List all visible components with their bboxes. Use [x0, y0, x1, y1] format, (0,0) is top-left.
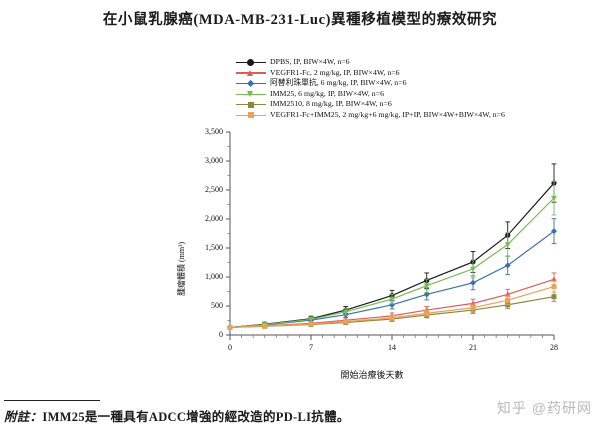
- legend-item: VEGFR1-Fc+IMM25, 2 mg/kg+6 mg/kg, IP+IP,…: [236, 110, 505, 121]
- data-point-marker: [308, 321, 314, 327]
- legend-item: IMM2510, 8 mg/kg, IP, BIW×4W, n=6: [236, 99, 505, 110]
- legend-marker-square-icon: [236, 100, 266, 110]
- legend-item: DPBS, IP, BIW×4W, n=6: [236, 57, 505, 68]
- legend-marker-circle-icon: [236, 57, 266, 67]
- legend-marker-diamond-icon: [236, 78, 266, 88]
- y-tick-label: 2,000: [205, 214, 223, 223]
- footnote-divider: [4, 400, 100, 401]
- data-point-marker: [389, 315, 395, 321]
- y-tick-label: 500: [211, 301, 223, 310]
- data-point-marker: [551, 294, 557, 300]
- chart-legend: DPBS, IP, BIW×4W, n=6 VEGFR1-Fc, 2 mg/kg,…: [236, 57, 505, 121]
- legend-marker-triangle-up-icon: [236, 68, 266, 78]
- data-point-marker: [551, 284, 557, 290]
- data-point-marker: [551, 228, 557, 235]
- data-point-marker: [389, 296, 395, 303]
- page-title: 在小鼠乳腺癌(MDA-MB-231-Luc)異種移植模型的療效研究: [102, 12, 498, 28]
- data-point-marker: [505, 297, 511, 303]
- footnote-text: IMM25是一種具有ADCC增強的經改造的PD-LI抗體。: [42, 410, 350, 424]
- legend-item-label: IMM25, 6 mg/kg, IP, BIW×4W, n=6: [270, 88, 384, 98]
- footnote-prefix: 附註：: [4, 410, 43, 424]
- legend-item-label: IMM2510, 8 mg/kg, IP, BIW×4W, n=6: [270, 99, 392, 109]
- data-point-marker: [308, 317, 314, 323]
- data-point-marker: [504, 291, 511, 297]
- legend-item: IMM25, 6 mg/kg, IP, BIW×4W, n=6: [236, 89, 505, 100]
- data-point-marker: [227, 324, 233, 330]
- y-tick-label: 3,500: [205, 127, 223, 136]
- x-axis-title: 開始治療後天數: [340, 370, 404, 380]
- footnote: 附註：IMM25是一種具有ADCC增強的經改造的PD-LI抗體。: [4, 406, 350, 425]
- data-point-marker: [343, 319, 349, 325]
- data-point-marker: [470, 305, 476, 311]
- legend-item-label: DPBS, IP, BIW×4W, n=6: [270, 57, 350, 66]
- y-tick-label: 1,500: [205, 243, 223, 252]
- legend-item-label: VEGFR1-Fc, 2 mg/kg, IP, BIW×4W, n=6: [270, 67, 400, 77]
- y-tick-label: 2,500: [205, 185, 223, 194]
- x-tick-label: 7: [309, 343, 313, 352]
- y-tick-label: 3,000: [205, 156, 223, 165]
- data-point-marker: [470, 266, 476, 272]
- data-point-marker: [504, 262, 511, 269]
- data-series: [227, 180, 557, 331]
- tumor-volume-line-chart: [226, 131, 557, 340]
- data-point-marker: [504, 242, 511, 248]
- watermark: 知乎 @药研网: [496, 400, 592, 416]
- data-point-marker: [342, 309, 349, 315]
- data-point-marker: [423, 291, 430, 298]
- y-tick-label: 0: [219, 330, 223, 339]
- y-tick-label: 1,000: [205, 272, 223, 281]
- x-tick-label: 0: [228, 343, 232, 352]
- legend-item: VEGFR1-Fc, 2 mg/kg, IP, BIW×4W, n=6: [236, 68, 505, 79]
- data-point-marker: [424, 310, 430, 316]
- data-point-marker: [423, 283, 430, 289]
- legend-marker-plus-icon: [236, 110, 266, 120]
- legend-item: 阿替利珠單抗, 6 mg/kg, IP, BIW×4W, n=6: [236, 78, 505, 89]
- chart-area: 腫瘤體積 (mm³) 開始治療後天數 0 500 1,000 1,500 2,000 2,…: [177, 120, 562, 380]
- data-series: [227, 280, 557, 330]
- data-point-marker: [551, 276, 557, 282]
- legend-marker-triangle-down-icon: [236, 89, 266, 99]
- legend-item-label: VEGFR1-Fc+IMM25, 2 mg/kg+6 mg/kg, IP+IP,…: [270, 109, 505, 119]
- data-point-marker: [389, 301, 395, 308]
- legend-item-label: 阿替利珠單抗, 6 mg/kg, IP, BIW×4W, n=6: [270, 78, 407, 88]
- data-point-marker: [551, 195, 557, 202]
- data-point-marker: [470, 279, 476, 286]
- data-point-marker: [262, 323, 268, 329]
- x-tick-label: 28: [550, 343, 558, 352]
- x-tick-label: 21: [469, 343, 477, 352]
- x-tick-label: 14: [388, 343, 396, 352]
